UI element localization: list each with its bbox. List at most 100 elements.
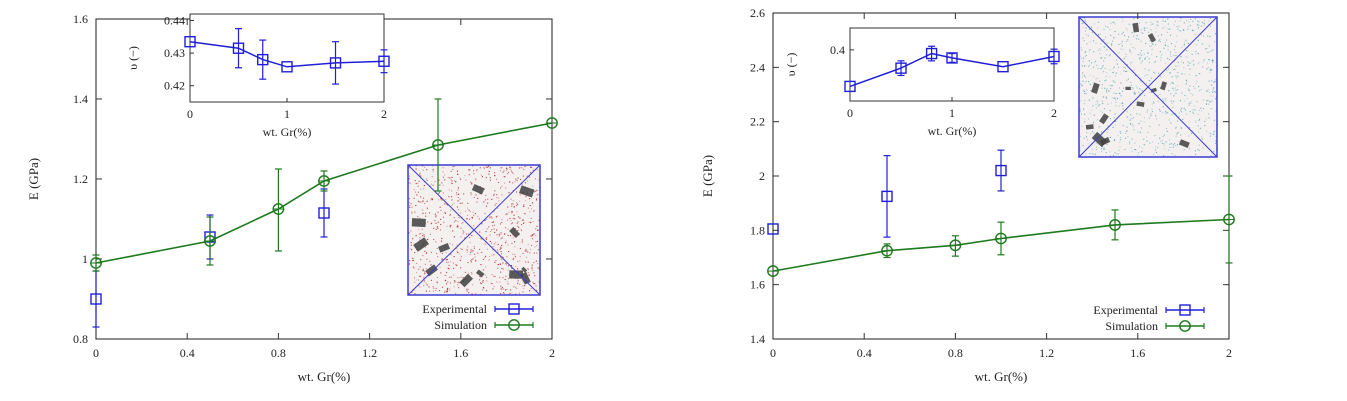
cube-particle bbox=[1170, 34, 1172, 36]
cube-particle bbox=[411, 206, 413, 208]
cube-particle bbox=[516, 225, 518, 227]
cube-particle bbox=[464, 175, 466, 177]
x-tick-label: 1.2 bbox=[362, 346, 377, 360]
cube-particle bbox=[1093, 81, 1095, 83]
cube-particle bbox=[500, 232, 502, 234]
cube-particle bbox=[1132, 126, 1135, 128]
cube-particle bbox=[1174, 46, 1176, 48]
cube-particle bbox=[1133, 91, 1135, 93]
cube-particle bbox=[1113, 21, 1115, 23]
cube-particle bbox=[470, 261, 472, 263]
inset-x-tick-label: 1 bbox=[949, 106, 955, 120]
cube-particle bbox=[1212, 61, 1214, 63]
cube-particle bbox=[1189, 111, 1191, 113]
cube-particle bbox=[484, 212, 486, 215]
cube-particle bbox=[1187, 42, 1189, 45]
cube-particle bbox=[1139, 58, 1141, 60]
cube-particle bbox=[1154, 149, 1157, 151]
cube-particle bbox=[1122, 31, 1124, 33]
cube-particle bbox=[518, 227, 520, 229]
cube-particle bbox=[1150, 24, 1152, 26]
cube-particle bbox=[1140, 81, 1142, 83]
cube-particle bbox=[498, 181, 500, 184]
cube-particle bbox=[459, 253, 461, 255]
cube-particle bbox=[1192, 64, 1195, 66]
cube-particle bbox=[504, 289, 507, 291]
cube-particle bbox=[1152, 44, 1154, 46]
cube-particle bbox=[1137, 154, 1139, 156]
cube-particle bbox=[1102, 65, 1104, 67]
cube-particle bbox=[1131, 138, 1133, 140]
cube-particle bbox=[525, 196, 527, 198]
cube-particle bbox=[1202, 147, 1204, 149]
cube-particle bbox=[1159, 93, 1161, 96]
graphene-flake bbox=[411, 218, 426, 228]
cube-particle bbox=[485, 237, 487, 239]
cube-particle bbox=[1166, 111, 1168, 113]
cube-particle bbox=[1161, 140, 1163, 142]
cube-particle bbox=[1208, 103, 1210, 105]
cube-particle bbox=[481, 238, 483, 240]
cube-particle bbox=[441, 258, 443, 260]
cube-particle bbox=[1170, 100, 1172, 102]
cube-particle bbox=[1121, 33, 1123, 35]
cube-particle bbox=[513, 257, 515, 259]
cube-particle bbox=[509, 235, 512, 237]
cube-particle bbox=[1171, 76, 1173, 78]
cube-particle bbox=[1172, 144, 1174, 146]
cube-particle bbox=[1191, 61, 1193, 63]
cube-particle bbox=[484, 243, 486, 245]
cube-particle bbox=[450, 170, 452, 172]
cube-particle bbox=[424, 246, 426, 248]
cube-particle bbox=[419, 233, 421, 235]
cube-particle bbox=[1163, 47, 1165, 49]
cube-particle bbox=[493, 224, 495, 226]
cube-particle bbox=[1095, 149, 1097, 151]
cube-particle bbox=[1180, 17, 1182, 19]
cube-particle bbox=[431, 199, 433, 201]
cube-particle bbox=[432, 290, 434, 292]
cube-particle bbox=[1168, 58, 1170, 61]
cube-particle bbox=[496, 234, 498, 236]
cube-particle bbox=[536, 189, 538, 191]
legend-marker bbox=[508, 303, 520, 315]
cube-particle bbox=[1154, 61, 1156, 63]
cube-particle bbox=[1112, 68, 1115, 70]
cube-particle bbox=[1141, 50, 1143, 52]
cube-particle bbox=[512, 203, 514, 205]
cube-particle bbox=[515, 178, 517, 180]
cube-particle bbox=[1113, 92, 1115, 94]
cube-particle bbox=[454, 180, 456, 182]
cube-particle bbox=[1180, 127, 1182, 129]
cube-particle bbox=[471, 250, 473, 252]
cube-particle bbox=[1111, 43, 1113, 45]
cube-particle bbox=[1123, 66, 1125, 68]
cube-particle bbox=[427, 221, 429, 223]
cube-particle bbox=[443, 221, 445, 223]
cube-particle bbox=[530, 235, 532, 237]
cube-particle bbox=[1141, 127, 1143, 129]
cube-particle bbox=[511, 292, 513, 294]
cube-particle bbox=[495, 260, 497, 262]
x-tick-label: 0.8 bbox=[948, 346, 963, 360]
cube-particle bbox=[1157, 35, 1159, 37]
cube-particle bbox=[508, 192, 510, 194]
cube-particle bbox=[410, 244, 412, 246]
cube-particle bbox=[1107, 103, 1109, 105]
cube-particle bbox=[452, 166, 454, 168]
cube-particle bbox=[460, 236, 462, 238]
cube-particle bbox=[465, 179, 467, 181]
cube-particle bbox=[1207, 58, 1210, 61]
cube-particle bbox=[491, 229, 493, 231]
cube-particle bbox=[425, 290, 427, 292]
cube-particle bbox=[479, 248, 481, 251]
cube-particle bbox=[1156, 56, 1158, 58]
cube-particle bbox=[408, 182, 410, 184]
cube-particle bbox=[412, 238, 414, 240]
cube-particle bbox=[1119, 93, 1121, 95]
inset-y-axis-label: υ (−) bbox=[784, 53, 798, 77]
cube-particle bbox=[1113, 97, 1115, 99]
cube-particle bbox=[475, 293, 477, 295]
cube-particle bbox=[498, 200, 500, 202]
cube-particle bbox=[1083, 75, 1085, 77]
